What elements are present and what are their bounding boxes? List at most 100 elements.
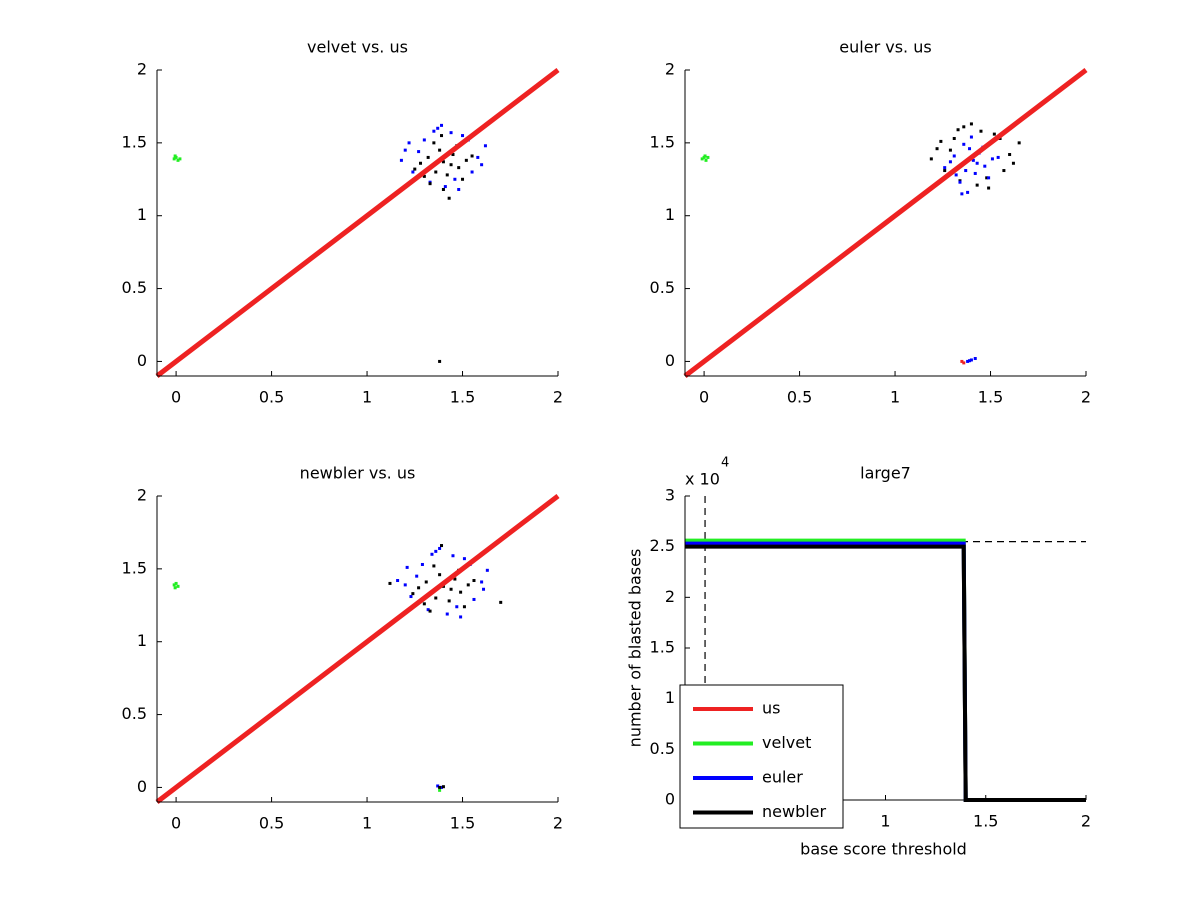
point	[428, 609, 432, 613]
point	[440, 134, 444, 138]
y-tick-label: 0	[137, 351, 147, 370]
point	[411, 170, 415, 174]
point	[441, 187, 445, 191]
y-multiplier-exponent: 4	[721, 456, 729, 471]
point	[958, 180, 962, 184]
point	[178, 157, 182, 161]
point	[451, 554, 455, 558]
x-tick-label: 1.5	[978, 388, 1003, 407]
point	[960, 359, 964, 363]
y-tick-label: 3	[665, 486, 675, 505]
y-tick-label: 1	[665, 688, 675, 707]
point	[438, 148, 442, 152]
point	[985, 176, 989, 180]
point	[449, 131, 453, 135]
chart-title: velvet vs. us	[307, 38, 408, 57]
point	[996, 155, 1000, 159]
point	[987, 186, 991, 190]
point	[480, 580, 484, 584]
point	[426, 155, 430, 159]
point	[409, 595, 413, 599]
plot-area	[155, 68, 560, 378]
point	[472, 579, 476, 583]
point	[438, 546, 442, 550]
point	[438, 359, 442, 363]
point	[417, 150, 421, 154]
x-tick-label: 1	[880, 812, 890, 831]
point	[173, 154, 177, 158]
point	[422, 602, 426, 606]
point	[971, 158, 975, 162]
point	[447, 196, 451, 200]
point	[434, 596, 438, 600]
point	[952, 154, 956, 158]
chart-title: large7	[860, 464, 911, 483]
point	[432, 564, 436, 568]
point	[969, 135, 973, 139]
point	[172, 583, 176, 587]
point	[440, 544, 444, 548]
x-tick-label: 0	[699, 388, 709, 407]
legend: us velvet euler newbler	[679, 684, 844, 829]
point	[422, 174, 426, 178]
point	[470, 170, 474, 174]
x-tick-label: 0.5	[259, 814, 284, 833]
point	[445, 612, 449, 616]
point	[968, 359, 972, 363]
x-tick-label: 1	[362, 814, 372, 833]
point	[461, 134, 465, 138]
point	[966, 359, 970, 363]
point	[968, 147, 972, 151]
point	[962, 142, 966, 146]
subplot: euler vs. us 0 0.5 1 1.5 2 0 0.5 1 1.5 2	[650, 38, 1092, 407]
point	[420, 562, 424, 566]
point	[415, 574, 419, 578]
point	[973, 171, 977, 175]
point	[485, 568, 489, 572]
point	[1002, 169, 1006, 173]
point	[436, 126, 440, 130]
y-tick-label: 1.5	[650, 132, 675, 151]
y-tick-label: 0.5	[650, 278, 675, 297]
point	[449, 163, 453, 167]
y-tick-label: 0.5	[122, 704, 147, 723]
point	[432, 129, 436, 133]
point	[943, 166, 947, 170]
point	[459, 615, 463, 619]
point	[990, 157, 994, 161]
point	[388, 581, 392, 585]
point	[962, 361, 966, 365]
y-tick-label: 0.5	[650, 739, 675, 758]
point	[966, 190, 970, 194]
point	[499, 600, 503, 604]
point	[935, 147, 939, 151]
x-tick-label: 0.5	[787, 388, 812, 407]
point	[960, 192, 964, 196]
point	[464, 158, 468, 162]
point	[434, 549, 438, 553]
point	[419, 161, 423, 165]
point	[973, 357, 977, 361]
point	[434, 170, 438, 174]
point	[939, 139, 943, 143]
x-tick-label: 1.5	[973, 812, 998, 831]
point	[969, 358, 973, 362]
plot-area	[155, 494, 560, 804]
x-tick-label: 1	[362, 388, 372, 407]
point	[969, 122, 973, 126]
point	[482, 587, 486, 591]
y-tick-label: 1.5	[122, 132, 147, 151]
point	[962, 125, 966, 129]
point	[453, 177, 457, 181]
point	[992, 132, 996, 136]
point	[964, 169, 968, 173]
point	[952, 136, 956, 140]
point	[396, 579, 400, 583]
y-tick-label: 1	[665, 205, 675, 224]
point	[426, 608, 430, 612]
point	[979, 129, 983, 133]
point	[441, 785, 445, 789]
chart-title: newbler vs. us	[300, 464, 416, 483]
